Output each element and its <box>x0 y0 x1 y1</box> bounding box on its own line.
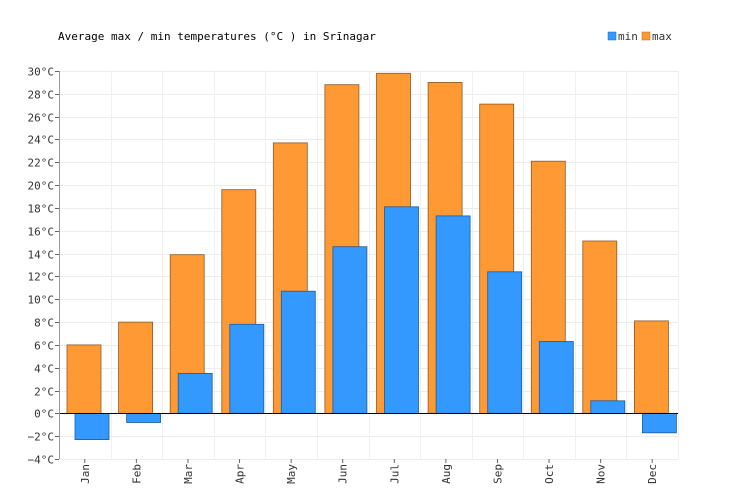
y-tick-label: 6°C <box>34 340 54 353</box>
x-tick-label: Jan <box>79 464 92 484</box>
y-tick-label: 0°C <box>34 408 54 421</box>
y-tick-label: 2°C <box>34 386 54 399</box>
x-tick-label: Dec <box>646 464 659 484</box>
y-tick-label: 28°C <box>28 89 55 102</box>
x-tick-label: Nov <box>595 464 608 484</box>
legend-swatch-min <box>607 31 617 41</box>
bar-min <box>74 412 110 440</box>
x-axis-ticks: Jan Feb Mar Apr May Jun Jul Aug Sep Oct Nov Dec <box>79 459 659 484</box>
y-tick-label: 22°C <box>28 157 55 170</box>
x-tick-label: Jul <box>388 464 401 484</box>
bar-min <box>487 271 523 414</box>
axes <box>59 71 678 459</box>
legend-label-min: min <box>618 30 638 43</box>
y-tick-label: 16°C <box>28 226 55 239</box>
bar-min <box>642 412 677 434</box>
y-tick-label: 4°C <box>34 363 54 376</box>
y-tick-label: 8°C <box>34 317 54 330</box>
x-tick-label: Sep <box>492 464 505 484</box>
y-tick-label: 10°C <box>28 294 55 307</box>
bar-min <box>280 290 316 414</box>
y-tick-label: 30°C <box>28 66 55 79</box>
y-axis-ticks: 30°C 28°C 26°C 24°C 22°C 20°C 18°C 16°C 14°C 12°C… <box>28 66 59 467</box>
bar-max <box>66 344 102 414</box>
x-tick-label: Feb <box>130 464 143 484</box>
bar-min <box>126 412 161 423</box>
y-tick-label: −4°C <box>28 454 55 467</box>
bar-min <box>590 400 626 414</box>
y-tick-label: 20°C <box>28 180 55 193</box>
bar-max <box>582 240 618 414</box>
bar-min <box>384 206 419 414</box>
chart-title: Average max / min temperatures (°C ) in … <box>58 30 376 43</box>
bar-max <box>118 321 153 414</box>
y-tick-label: −2°C <box>28 431 55 444</box>
bar-min <box>435 215 471 414</box>
bars <box>66 72 677 440</box>
bar-min <box>229 323 265 414</box>
x-tick-label: Oct <box>543 464 556 484</box>
legend: min max <box>607 30 672 43</box>
x-tick-label: Apr <box>234 464 247 484</box>
bar-max <box>634 320 669 414</box>
x-tick-label: Aug <box>440 464 453 484</box>
y-tick-label: 18°C <box>28 203 55 216</box>
legend-label-max: max <box>652 30 672 43</box>
y-tick-label: 24°C <box>28 134 55 147</box>
y-tick-label: 12°C <box>28 271 55 284</box>
x-tick-label: Mar <box>182 464 195 484</box>
x-tick-label: May <box>285 464 298 484</box>
bar-min <box>332 246 368 414</box>
y-tick-label: 14°C <box>28 249 55 262</box>
y-tick-label: 26°C <box>28 112 55 125</box>
bar-min <box>538 341 574 414</box>
bar-min <box>177 372 213 414</box>
x-tick-label: Jun <box>337 464 350 484</box>
legend-swatch-max <box>641 31 651 41</box>
